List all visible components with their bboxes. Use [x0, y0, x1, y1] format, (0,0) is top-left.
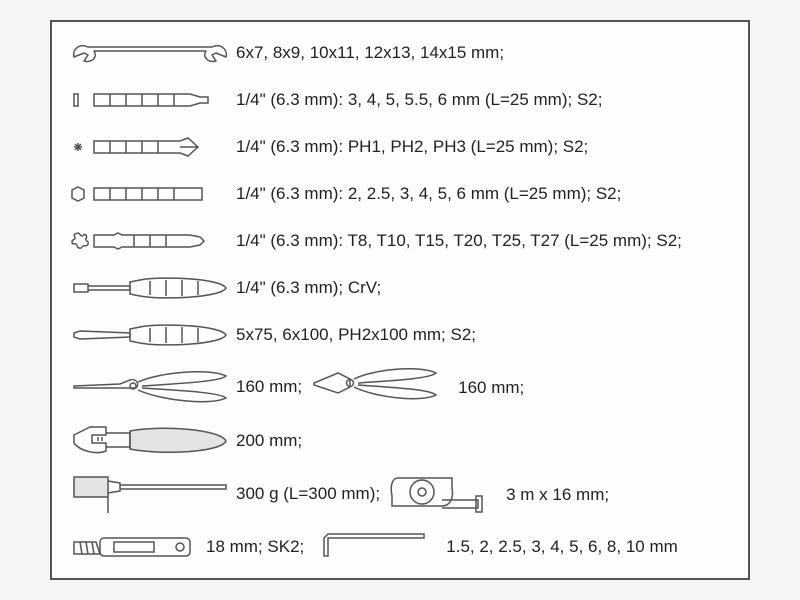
- adj-wrench-spec: 200 mm;: [230, 431, 302, 451]
- row-adj-wrench: 200 mm;: [70, 421, 730, 461]
- hexkey-spec: 1.5, 2, 2.5, 3, 4, 5, 6, 8, 10 mm: [436, 537, 678, 557]
- bit-driver-spec: 1/4" (6.3 mm); CrV;: [230, 278, 381, 298]
- hammer-icon: [70, 473, 230, 517]
- row-knife-hex: 18 mm; SK2; 1.5, 2, 2.5, 3, 4, 5, 6, 8, …: [70, 528, 730, 566]
- hex-key-icon: [310, 530, 436, 565]
- row-phillips-bit: 1/4" (6.3 mm): PH1, PH2, PH3 (L=25 mm); …: [70, 128, 730, 166]
- adj-wrench-icon: [70, 421, 230, 461]
- row-pliers: 160 mm; 160 mm;: [70, 363, 730, 412]
- flat-bit-spec: 1/4" (6.3 mm): 3, 4, 5, 5.5, 6 mm (L=25 …: [230, 90, 602, 110]
- hex-bit-spec: 1/4" (6.3 mm): 2, 2.5, 3, 4, 5, 6 mm (L=…: [230, 184, 621, 204]
- tape-measure-icon: [380, 470, 496, 519]
- spec-sheet: 6x7, 8x9, 10x11, 12x13, 14x15 mm; 1/4" (…: [50, 20, 750, 580]
- screwdrivers-spec: 5x75, 6x100, PH2x100 mm; S2;: [230, 325, 476, 345]
- hammer-spec: 300 g (L=300 mm);: [230, 484, 380, 504]
- flat-bit-icon: [70, 89, 230, 111]
- knife-spec: 18 mm; SK2;: [200, 537, 310, 557]
- row-bit-driver: 1/4" (6.3 mm); CrV;: [70, 269, 730, 307]
- hex-bit-icon: [70, 183, 230, 205]
- needle-pliers-spec: 160 mm;: [230, 377, 302, 397]
- row-hammer-tape: 300 g (L=300 mm); 3 m x 16 mm;: [70, 470, 730, 519]
- needle-pliers-icon: [70, 366, 230, 410]
- row-screwdrivers: 5x75, 6x100, PH2x100 mm; S2;: [70, 316, 730, 354]
- row-torx-bit: 1/4" (6.3 mm): T8, T10, T15, T20, T25, T…: [70, 222, 730, 260]
- row-hex-bit: 1/4" (6.3 mm): 2, 2.5, 3, 4, 5, 6 mm (L=…: [70, 175, 730, 213]
- bit-driver-icon: [70, 274, 230, 302]
- torx-bit-icon: [70, 230, 230, 252]
- tape-spec: 3 m x 16 mm;: [496, 485, 609, 505]
- phillips-bit-icon: [70, 136, 230, 158]
- row-flat-bit: 1/4" (6.3 mm): 3, 4, 5, 5.5, 6 mm (L=25 …: [70, 81, 730, 119]
- torx-bit-spec: 1/4" (6.3 mm): T8, T10, T15, T20, T25, T…: [230, 231, 682, 251]
- row-wrench: 6x7, 8x9, 10x11, 12x13, 14x15 mm;: [70, 34, 730, 72]
- screwdrivers-icon: [70, 321, 230, 349]
- wrench-icon: [70, 41, 230, 65]
- diagonal-cutters-spec: 160 mm;: [448, 378, 524, 398]
- utility-knife-icon: [70, 532, 200, 562]
- diagonal-cutters-icon: [302, 363, 448, 412]
- phillips-bit-spec: 1/4" (6.3 mm): PH1, PH2, PH3 (L=25 mm); …: [230, 137, 588, 157]
- wrench-spec: 6x7, 8x9, 10x11, 12x13, 14x15 mm;: [230, 43, 504, 63]
